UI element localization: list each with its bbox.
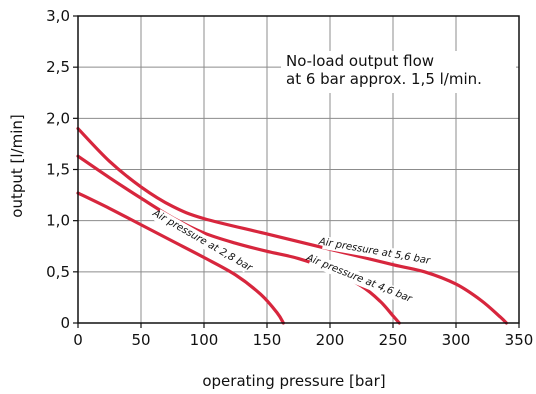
y-tick-label: 0 xyxy=(60,314,70,332)
y-tick-label: 2,5 xyxy=(46,58,70,76)
x-axis-title: operating pressure [bar] xyxy=(202,372,385,390)
x-tick-label: 250 xyxy=(379,331,408,349)
series-lines xyxy=(76,126,508,325)
y-tick-label: 2,0 xyxy=(46,109,70,127)
x-tick-label: 0 xyxy=(73,331,83,349)
tick-labels: 0 50 100 150 200 250 300 350 0 0,5 1,0 1,5 2,0 2,5 3,0 xyxy=(46,7,533,349)
y-tick-label: 1,0 xyxy=(46,212,70,230)
annotation-background xyxy=(281,51,516,93)
series-line-2 xyxy=(76,154,401,325)
y-axis-title: output [l/min] xyxy=(8,114,26,217)
series-line-1 xyxy=(76,191,285,325)
y-tick-label: 3,0 xyxy=(46,7,70,25)
y-tick-label: 0,5 xyxy=(46,263,70,281)
x-tick-label: 350 xyxy=(505,331,534,349)
x-tick-label: 50 xyxy=(131,331,150,349)
x-tick-label: 150 xyxy=(253,331,282,349)
x-tick-label: 200 xyxy=(316,331,345,349)
x-tick-label: 300 xyxy=(442,331,471,349)
annotation-line-1: No-load output flow xyxy=(286,52,434,70)
annotation-line-2: at 6 bar approx. 1,5 l/min. xyxy=(286,70,482,88)
x-tick-label: 100 xyxy=(190,331,219,349)
y-tick-label: 1,5 xyxy=(46,161,70,179)
